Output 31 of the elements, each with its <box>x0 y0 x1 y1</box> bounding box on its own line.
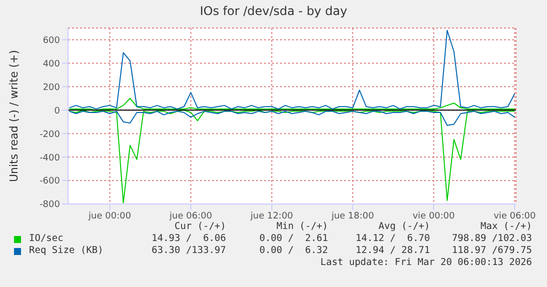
x-tick-label: jue 06:00 <box>168 211 212 222</box>
chart-title: IOs for /dev/sda - by day <box>198 4 348 18</box>
y-tick-label: -600 <box>40 176 60 187</box>
text: Cur (-/+) <box>174 221 226 233</box>
x-tick-label: vie 00:00 <box>412 211 456 222</box>
text: Min (-/+) <box>276 221 328 233</box>
y-tick-label: -400 <box>40 153 60 164</box>
text: 14.12 / 6.70 <box>354 233 430 245</box>
y-tick-label: 200 <box>42 82 60 93</box>
y-tick-label: -800 <box>40 200 60 210</box>
x-tick-label: jue 12:00 <box>249 211 294 222</box>
text: 798.89 /102.03 <box>450 233 532 245</box>
text: 14.93 / 6.06 <box>150 233 226 245</box>
y-axis-title: Units read (-) / write (+) <box>8 50 20 182</box>
y-tick-label: 600 <box>42 36 60 46</box>
text: 0.00 / 2.61 <box>258 233 328 245</box>
legend-label: IO/sec <box>28 233 64 245</box>
y-tick-label: 0 <box>54 106 60 116</box>
legend-label: Req Size (KB) <box>28 245 104 257</box>
text: 118.97 /679.75 <box>450 245 532 257</box>
text: Last update: Fri Mar 20 06:00:13 2026 <box>319 257 532 269</box>
text: 0.00 / 6.32 <box>258 245 328 257</box>
y-tick-label: 400 <box>42 59 60 70</box>
x-tick-label: jue 18:00 <box>330 211 374 222</box>
x-tick-label: vie 06:00 <box>494 211 536 222</box>
text: Avg (-/+) <box>378 221 430 233</box>
text: 12.94 / 28.71 <box>354 245 430 257</box>
y-tick-label: -200 <box>40 130 60 140</box>
x-tick-label: jue 00:00 <box>88 211 132 222</box>
text: 63.30 /133.97 <box>150 245 226 257</box>
text: Max (-/+) <box>480 221 532 233</box>
